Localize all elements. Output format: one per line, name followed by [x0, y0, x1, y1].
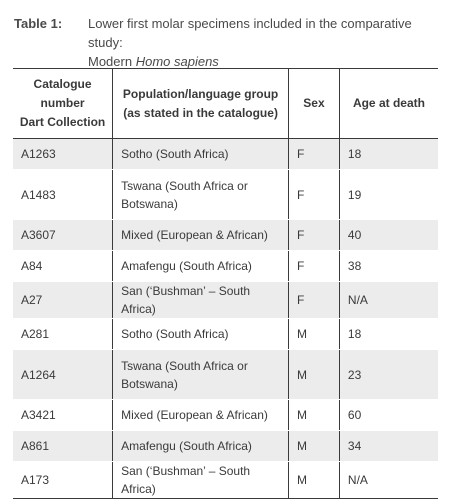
table-caption-line-1: Lower first molar specimens included in … — [88, 16, 412, 50]
cell-population-line: Botswana) — [121, 376, 178, 391]
cell-sex: M — [288, 430, 340, 462]
cell-population-line: Mixed (European & African) — [121, 228, 268, 242]
table-row: A3421 Mixed (European & African) M 60 — [13, 399, 438, 431]
header-catalogue-line: number — [40, 96, 85, 110]
cell-catalogue: A281 — [13, 318, 113, 350]
cell-age: 19 — [338, 169, 438, 220]
table-caption-text: Lower first molar specimens included in … — [88, 14, 448, 71]
cell-population: Tswana (South Africa or Botswana) — [112, 169, 289, 220]
table-row: A1263 Sotho (South Africa) F 18 — [13, 138, 438, 170]
header-catalogue-line: Dart Collection — [19, 115, 106, 129]
cell-population: Mixed (European & African) — [112, 219, 289, 251]
cell-catalogue: A3607 — [13, 219, 113, 251]
cell-age: 34 — [338, 430, 438, 462]
specimens-table: Catalogue number Dart Collection Populat… — [13, 68, 438, 499]
cell-age: 18 — [338, 138, 438, 170]
cell-catalogue: A1264 — [13, 349, 113, 400]
table-caption-line-2-prefix: Modern — [88, 54, 136, 69]
cell-age: 18 — [338, 318, 438, 350]
cell-catalogue: A173 — [13, 461, 113, 499]
cell-sex: F — [288, 250, 340, 282]
header-population-line: Population/language group — [122, 86, 279, 101]
cell-sex: F — [288, 281, 340, 319]
cell-sex: M — [288, 399, 340, 431]
table-header-row: Catalogue number Dart Collection Populat… — [13, 68, 438, 139]
cell-catalogue: A3421 — [13, 399, 113, 431]
cell-population-line: Amafengu (South Africa) — [121, 259, 252, 273]
cell-catalogue: A84 — [13, 250, 113, 282]
table-row: A27 San (‘Bushman’ – South Africa) F N/A — [13, 281, 438, 319]
table-row: A1264 Tswana (South Africa or Botswana) … — [13, 349, 438, 400]
cell-age: 23 — [338, 349, 438, 400]
cell-catalogue: A1483 — [13, 169, 113, 220]
header-population: Population/language group (as stated in … — [112, 68, 289, 139]
cell-sex: M — [288, 461, 340, 499]
cell-catalogue: A861 — [13, 430, 113, 462]
cell-sex: F — [288, 169, 340, 220]
header-age: Age at death — [338, 68, 438, 139]
cell-age: 38 — [338, 250, 438, 282]
cell-population-line: Mixed (European & African) — [121, 408, 268, 422]
cell-population: San (‘Bushman’ – South Africa) — [112, 281, 289, 319]
cell-population-line: Sotho (South Africa) — [121, 327, 229, 341]
table-row: A173 San (‘Bushman’ – South Africa) M N/… — [13, 461, 438, 499]
cell-age: 40 — [338, 219, 438, 251]
header-catalogue: Catalogue number Dart Collection — [13, 68, 113, 139]
cell-population-line: San (‘Bushman’ – South Africa) — [121, 464, 251, 496]
cell-age: 60 — [338, 399, 438, 431]
cell-catalogue: A1263 — [13, 138, 113, 170]
table-row: A1483 Tswana (South Africa or Botswana) … — [13, 169, 438, 220]
table-caption-species: Homo sapiens — [135, 54, 219, 69]
cell-population-line: Botswana) — [121, 196, 178, 211]
table-row: A3607 Mixed (European & African) F 40 — [13, 219, 438, 251]
table-row: A861 Amafengu (South Africa) M 34 — [13, 430, 438, 462]
cell-population-line: Amafengu (South Africa) — [121, 439, 252, 453]
cell-population-line: Tswana (South Africa or — [121, 358, 248, 373]
cell-sex: F — [288, 138, 340, 170]
cell-population: Sotho (South Africa) — [112, 138, 289, 170]
cell-age: N/A — [338, 461, 438, 499]
cell-sex: M — [288, 318, 340, 350]
table-caption-line-2: Modern Homo sapiens — [88, 52, 448, 71]
cell-population: Amafengu (South Africa) — [112, 430, 289, 462]
cell-population: Sotho (South Africa) — [112, 318, 289, 350]
cell-population-line: San (‘Bushman’ – South Africa) — [121, 284, 251, 316]
cell-population: Tswana (South Africa or Botswana) — [112, 349, 289, 400]
cell-sex: F — [288, 219, 340, 251]
table-row: A281 Sotho (South Africa) M 18 — [13, 318, 438, 350]
header-catalogue-line: Catalogue — [33, 77, 92, 91]
cell-sex: M — [288, 349, 340, 400]
header-sex: Sex — [288, 68, 340, 139]
cell-population: Amafengu (South Africa) — [112, 250, 289, 282]
header-population-line: (as stated in the catalogue) — [123, 105, 278, 120]
table-caption-label: Table 1: — [14, 16, 63, 31]
table-row: A84 Amafengu (South Africa) F 38 — [13, 250, 438, 282]
cell-population: Mixed (European & African) — [112, 399, 289, 431]
cell-population-line: Tswana (South Africa or — [121, 178, 248, 193]
cell-population-line: Sotho (South Africa) — [121, 147, 229, 161]
cell-age: N/A — [338, 281, 438, 319]
cell-population: San (‘Bushman’ – South Africa) — [112, 461, 289, 499]
cell-catalogue: A27 — [13, 281, 113, 319]
